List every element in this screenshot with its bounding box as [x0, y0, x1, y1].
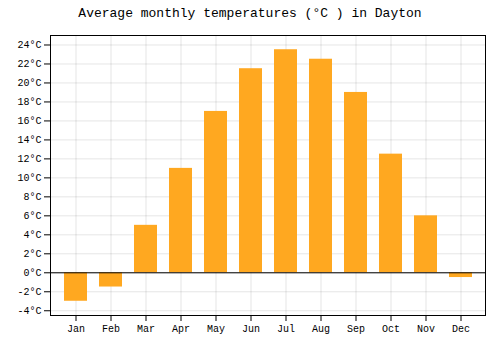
- svg-text:14°C: 14°C: [17, 135, 41, 146]
- svg-text:Dec: Dec: [452, 324, 470, 335]
- svg-text:6°C: 6°C: [23, 211, 41, 222]
- svg-text:Apr: Apr: [172, 324, 190, 335]
- svg-text:Aug: Aug: [312, 324, 330, 335]
- svg-text:Mar: Mar: [137, 324, 155, 335]
- svg-text:Nov: Nov: [417, 324, 435, 335]
- svg-text:Jan: Jan: [67, 324, 85, 335]
- svg-text:0°C: 0°C: [23, 268, 41, 279]
- svg-text:24°C: 24°C: [17, 40, 41, 51]
- svg-text:16°C: 16°C: [17, 116, 41, 127]
- svg-text:10°C: 10°C: [17, 173, 41, 184]
- svg-text:20°C: 20°C: [17, 78, 41, 89]
- svg-text:Jul: Jul: [277, 324, 295, 335]
- svg-text:-4°C: -4°C: [17, 306, 41, 317]
- svg-text:18°C: 18°C: [17, 97, 41, 108]
- svg-text:22°C: 22°C: [17, 59, 41, 70]
- svg-text:Oct: Oct: [382, 324, 400, 335]
- svg-text:-2°C: -2°C: [17, 287, 41, 298]
- svg-text:Jun: Jun: [242, 324, 260, 335]
- html-text:Average monthly temperatures (: Average monthly temperatures (°C ) in Da…: [78, 6, 422, 21]
- svg-text:8°C: 8°C: [23, 192, 41, 203]
- svg-text:May: May: [207, 324, 225, 335]
- svg-text:Feb: Feb: [102, 324, 120, 335]
- svg-text:4°C: 4°C: [23, 230, 41, 241]
- svg-text:12°C: 12°C: [17, 154, 41, 165]
- svg-text:Sep: Sep: [347, 324, 365, 335]
- svg-text:2°C: 2°C: [23, 249, 41, 260]
